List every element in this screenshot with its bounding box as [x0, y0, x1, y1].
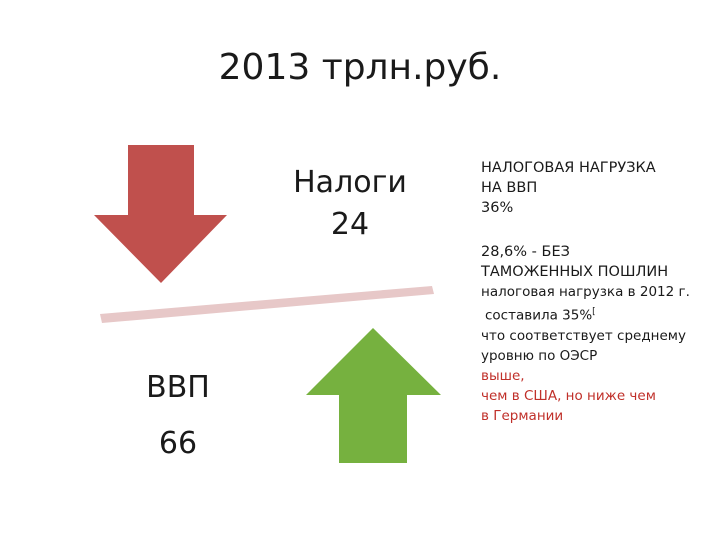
taxes-label: Налоги 24: [280, 162, 420, 246]
note-line-2: ТАМОЖЕННЫХ ПОШЛИН: [481, 264, 669, 280]
taxes-value: 24: [330, 207, 370, 242]
note-line-3: налоговая нагрузка в 2012 г.: [481, 284, 690, 300]
footnote-mark: [: [592, 307, 596, 317]
gdp-title: ВВП: [146, 370, 210, 405]
note-line-1: 28,6% - БЕЗ: [481, 244, 570, 260]
taxes-title: Налоги: [293, 165, 407, 200]
note-line-6: уровню по ОЭСР: [481, 347, 598, 364]
tax-burden-line-2: НА ВВП: [481, 180, 538, 196]
slide-title: 2013 трлн.руб.: [218, 47, 502, 88]
note-line-4: составила 35%[: [481, 302, 690, 326]
gdp-value: 66: [158, 426, 198, 461]
balance-beam: [100, 286, 434, 323]
note-red-line-3: в Германии: [481, 407, 564, 424]
down-arrow: [94, 145, 227, 283]
note-red-line-2: чем в США, но ниже чем: [481, 387, 656, 404]
gdp-label: ВВП 66: [118, 360, 238, 472]
tax-burden-line-1: НАЛОГОВАЯ НАГРУЗКА: [481, 160, 656, 176]
note-line-4-text: составила 35%: [485, 307, 593, 324]
tax-burden-line-3: 36%: [481, 200, 514, 216]
tax-burden-block: НАЛОГОВАЯ НАГРУЗКА НА ВВП 36%: [481, 158, 656, 218]
tax-burden-note: 28,6% - БЕЗ ТАМОЖЕННЫХ ПОШЛИН налоговая …: [481, 242, 690, 426]
note-line-5: что соответствует среднему: [481, 327, 686, 344]
up-arrow: [306, 328, 441, 463]
note-red-line-1: выше,: [481, 367, 525, 384]
